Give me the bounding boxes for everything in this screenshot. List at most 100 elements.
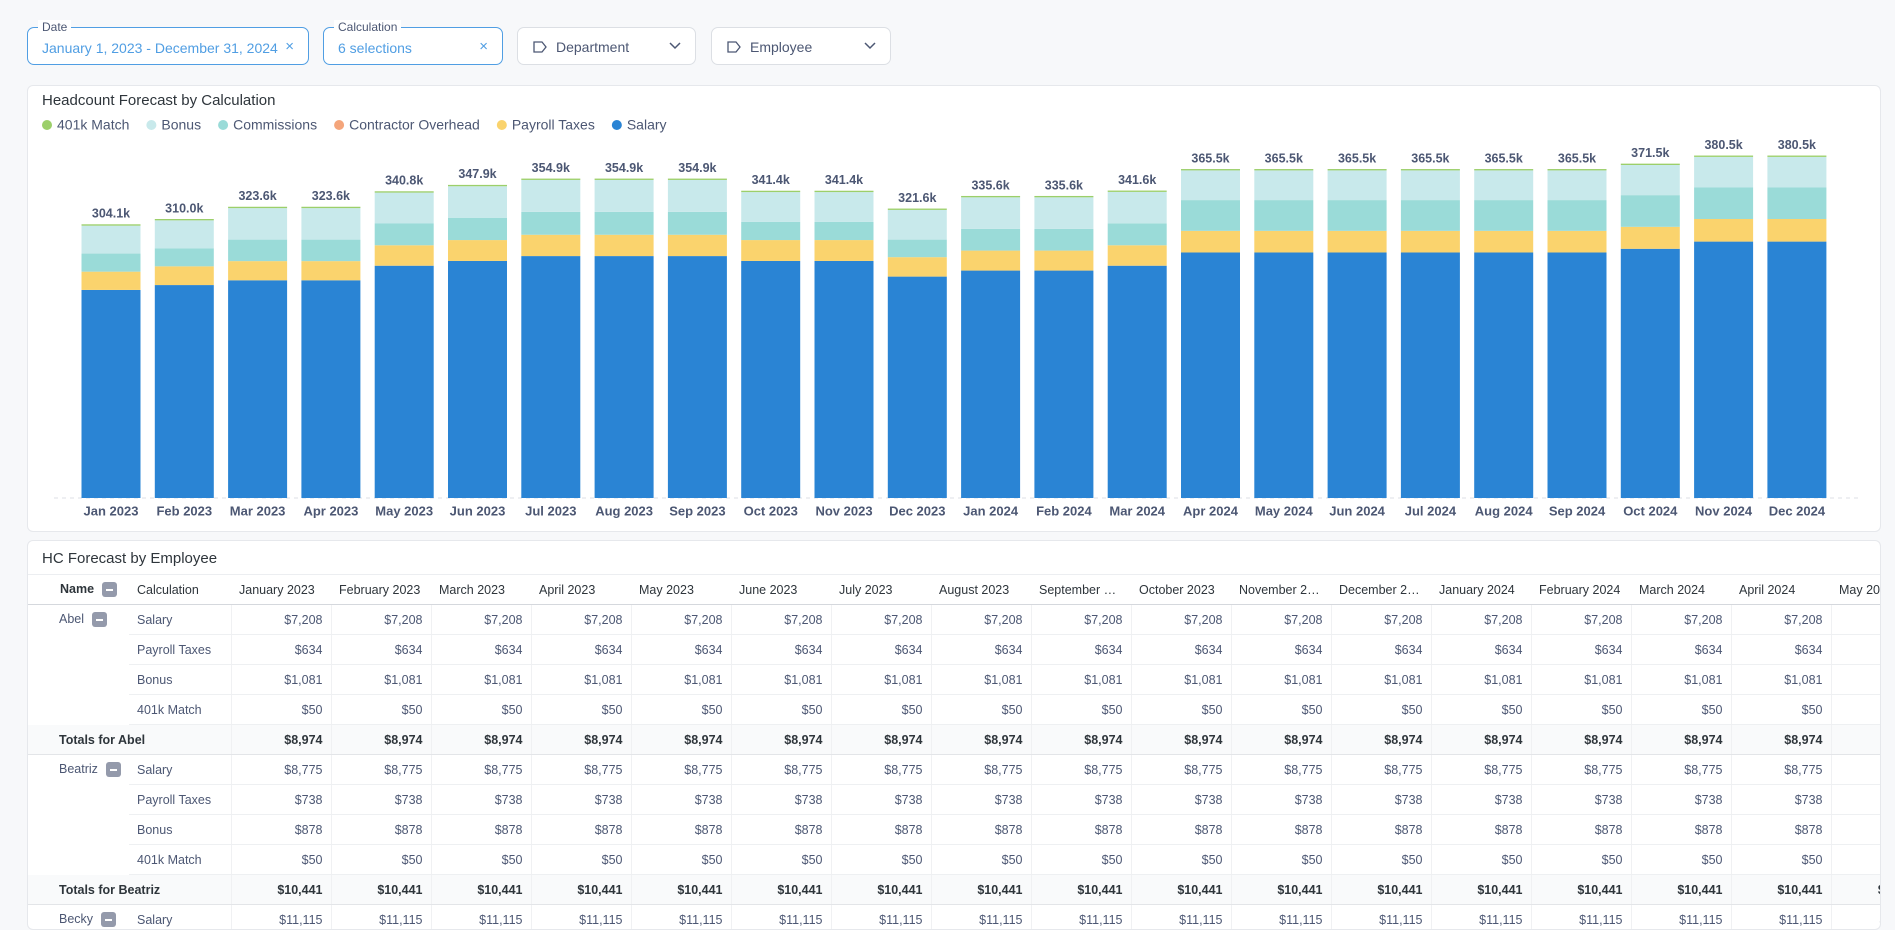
tag-icon [727,41,741,53]
value-cell: $1,081 [531,665,631,695]
bar-segment [1254,231,1313,253]
value-cell: $50 [1731,845,1831,875]
value-cell: $50 [231,845,331,875]
header-cell: November 2023 [1231,575,1331,605]
bar-segment [155,285,214,498]
calculation-cell: Salary [129,905,231,930]
total-label: 380.5k [1704,138,1742,152]
value-cell: $7,208 [1131,605,1231,635]
header-cell: September 2023 [1031,575,1131,605]
value-cell: $50 [1831,845,1881,875]
calculation-filter[interactable]: Calculation 6 selections × [323,27,503,65]
value-cell: $878 [1731,815,1831,845]
x-tick-label: Jul 2023 [525,503,576,518]
calculation-cell: Bonus [129,665,231,695]
bar-segment [301,240,360,262]
value-cell: $7,208 [831,605,931,635]
bar-segment [301,208,360,240]
value-cell: $50 [1431,695,1531,725]
x-tick-label: Sep 2024 [1549,503,1606,518]
value-cell: $878 [431,815,531,845]
bar-segment [1034,196,1093,197]
value-cell: $634 [831,635,931,665]
value-cell: $50 [531,695,631,725]
bar-segment [815,191,874,192]
value-cell: $11,115 [1231,905,1331,930]
bar-segment [82,226,141,254]
total-cell: $8,974 [1431,725,1531,755]
total-label: Totals for Beatriz [28,875,231,905]
collapse-icon[interactable] [102,582,117,597]
filter-value: January 1, 2023 - December 31, 2024 [42,40,278,56]
header-cell: January 2024 [1431,575,1531,605]
total-label: Totals for Abel [28,725,231,755]
x-tick-label: Feb 2024 [1036,503,1092,518]
bar-segment [1474,231,1533,253]
value-cell: $1,081 [1031,665,1131,695]
value-cell: $7,208 [631,605,731,635]
name-cell: Becky [28,905,129,930]
date-filter[interactable]: Date January 1, 2023 - December 31, 2024… [27,27,309,65]
value-cell: $738 [631,785,731,815]
value-cell: $878 [1031,815,1131,845]
total-label: 341.4k [825,173,863,187]
total-cell: $10,441 [1731,875,1831,905]
bar-segment [375,223,434,245]
header-cell: October 2023 [1131,575,1231,605]
bar-segment [961,271,1020,498]
clear-button[interactable]: × [285,38,294,55]
value-cell: $50 [1531,845,1631,875]
value-cell: $50 [431,845,531,875]
total-cell: $8,974 [331,725,431,755]
value-cell: $738 [1731,785,1831,815]
bar-segment [1548,169,1607,170]
value-cell: $738 [1331,785,1431,815]
legend-label: Salary [627,117,667,133]
x-tick-label: Oct 2024 [1623,503,1678,518]
value-cell: $1,081 [231,665,331,695]
value-cell: $634 [1431,635,1531,665]
data-row: 401k Match$50$50$50$50$50$50$50$50$50$50… [28,695,1881,725]
total-label: 371.5k [1631,146,1669,160]
value-cell: $7,208 [431,605,531,635]
legend-dot [218,120,228,130]
value-cell: $8,775 [631,755,731,785]
value-cell: $1,081 [831,665,931,695]
bar-segment [888,277,947,498]
bar-segment [1034,271,1093,498]
data-row: Bonus$878$878$878$878$878$878$878$878$87… [28,815,1881,845]
bar-segment [1621,227,1680,249]
total-label: 365.5k [1411,151,1449,165]
clear-button[interactable]: × [479,38,488,55]
bar-segment [1328,170,1387,200]
bar-segment [82,254,141,272]
legend-label: Commissions [233,117,317,133]
total-label: 335.6k [971,178,1009,192]
bar-segment [888,240,947,258]
bar-segment [815,261,874,498]
value-cell: $50 [631,845,731,875]
collapse-icon[interactable] [106,762,121,777]
collapse-icon[interactable] [101,912,116,927]
value-cell: $634 [1131,635,1231,665]
total-cell: $10,441 [1231,875,1331,905]
x-tick-label: Apr 2023 [303,503,358,518]
x-tick-label: Jan 2024 [963,503,1019,518]
department-dropdown[interactable]: Department [517,27,696,65]
x-tick-label: Aug 2023 [595,503,653,518]
bar-segment [815,192,874,222]
total-label: 323.6k [238,189,276,203]
employee-dropdown[interactable]: Employee [711,27,891,65]
calculation-cell: Payroll Taxes [129,785,231,815]
collapse-icon[interactable] [92,612,107,627]
bar-segment [448,185,507,186]
bar-segment [668,235,727,256]
value-cell: $50 [831,845,931,875]
bar-segment [228,261,287,280]
value-cell: $1,081 [1131,665,1231,695]
value-cell: $7,208 [1431,605,1531,635]
name-cell: Beatriz [28,755,129,785]
